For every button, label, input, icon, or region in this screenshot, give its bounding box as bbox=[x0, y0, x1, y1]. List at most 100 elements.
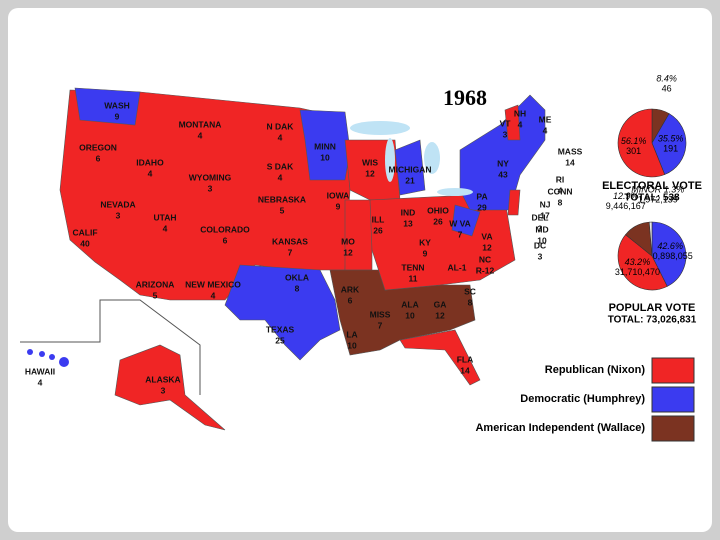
state-name: DC bbox=[534, 240, 546, 250]
state-name: MICHIGAN bbox=[389, 164, 432, 174]
state-name: PA bbox=[476, 191, 487, 201]
region bbox=[451, 204, 481, 237]
state-votes: 8 bbox=[468, 297, 473, 307]
state-votes: 17 bbox=[540, 210, 550, 220]
region bbox=[394, 139, 426, 196]
state-votes: R-12 bbox=[476, 265, 495, 275]
state-votes: 10 bbox=[537, 235, 547, 245]
pie-slice bbox=[617, 108, 666, 178]
state-name: HAWAII bbox=[25, 366, 55, 376]
state-votes: 7 bbox=[458, 229, 463, 239]
state-votes: 12 bbox=[365, 168, 375, 178]
state-name: NY bbox=[497, 158, 509, 168]
pie-slice bbox=[651, 113, 687, 175]
pie-total: TOTAL: 538 bbox=[624, 193, 680, 204]
state-name: AL-1 bbox=[448, 262, 467, 272]
state-votes: 29 bbox=[477, 202, 487, 212]
state-votes: 4 bbox=[518, 119, 523, 129]
region bbox=[504, 104, 521, 141]
state-name: ARK bbox=[341, 284, 360, 294]
lake bbox=[437, 188, 473, 196]
state-name: ALASKA bbox=[145, 374, 180, 384]
pie-slice bbox=[651, 221, 687, 287]
lake bbox=[385, 138, 395, 182]
pie-title: ELECTORAL VOTE bbox=[602, 180, 702, 192]
slice-votes: 191 bbox=[663, 144, 678, 154]
state-votes: 9 bbox=[115, 111, 120, 121]
state-name: NH bbox=[514, 108, 526, 118]
state-name: WASH bbox=[104, 100, 130, 110]
state-name: NJ bbox=[540, 199, 551, 209]
state-name: ILL bbox=[372, 214, 385, 224]
slice-votes: 9,446,167 bbox=[606, 201, 646, 211]
state-name: KANSAS bbox=[272, 236, 308, 246]
state-votes: 12 bbox=[482, 242, 492, 252]
state-votes: 3 bbox=[538, 223, 543, 233]
state-votes: 4 bbox=[543, 125, 548, 135]
slice-votes: 30,898,055 bbox=[648, 251, 693, 261]
state-votes: 7 bbox=[378, 320, 383, 330]
state-votes: 43 bbox=[498, 169, 508, 179]
state-name: UTAH bbox=[154, 212, 177, 222]
legend-label: Democratic (Humphrey) bbox=[520, 393, 645, 405]
state-votes: 3 bbox=[208, 183, 213, 193]
state-votes: 10 bbox=[405, 310, 415, 320]
state-votes: 26 bbox=[433, 216, 443, 226]
state-votes: 5 bbox=[153, 290, 158, 300]
state-votes: 13 bbox=[403, 218, 413, 228]
state-name: VT bbox=[500, 118, 512, 128]
pie-total: TOTAL: 73,026,831 bbox=[608, 315, 697, 326]
state-votes: 8 bbox=[558, 197, 563, 207]
pie-slice bbox=[617, 234, 668, 291]
slice-percent: 42.6% bbox=[657, 241, 683, 251]
state-name: TENN bbox=[401, 262, 424, 272]
state-name: MD bbox=[535, 224, 548, 234]
state-name: ARIZONA bbox=[136, 279, 175, 289]
region bbox=[299, 109, 351, 181]
state-votes: 5 bbox=[280, 205, 285, 215]
state-votes: 6 bbox=[348, 295, 353, 305]
state-votes: 9 bbox=[336, 201, 341, 211]
state-name: FLA bbox=[457, 354, 474, 364]
state-name: SC bbox=[464, 286, 476, 296]
region bbox=[399, 329, 481, 386]
state-votes: 14 bbox=[460, 365, 470, 375]
slice-votes: 31,710,470 bbox=[615, 267, 660, 277]
slice-percent: 12.9% bbox=[613, 191, 639, 201]
state-name: N DAK bbox=[267, 121, 295, 131]
state-name: KY bbox=[419, 237, 431, 247]
state-votes: 26 bbox=[373, 225, 383, 235]
state-votes: 3 bbox=[116, 210, 121, 220]
state-name: LA bbox=[346, 329, 357, 339]
slice-votes: 46 bbox=[662, 83, 672, 93]
slice-percent: MINOR 1.3% bbox=[631, 184, 684, 194]
state-votes: 6 bbox=[223, 235, 228, 245]
state-votes: 4 bbox=[278, 132, 283, 142]
state-votes: 12 bbox=[343, 247, 353, 257]
region bbox=[344, 199, 373, 271]
state-name: NEVADA bbox=[100, 199, 135, 209]
state-name: MONTANA bbox=[179, 119, 222, 129]
state-votes: 4 bbox=[198, 130, 203, 140]
hawaii bbox=[27, 349, 69, 367]
slice-percent: 8.4% bbox=[656, 73, 677, 83]
state-name: OKLA bbox=[285, 272, 309, 282]
state-name: TEXAS bbox=[266, 324, 295, 334]
state-name: MINN bbox=[314, 141, 336, 151]
slice-votes: 1,972,139 bbox=[638, 194, 678, 204]
state-votes: 8 bbox=[295, 283, 300, 293]
pie-slice bbox=[648, 221, 653, 257]
state-name: S DAK bbox=[267, 161, 294, 171]
state-name: VA bbox=[481, 231, 492, 241]
state-votes: 11 bbox=[409, 273, 418, 283]
state-name: IOWA bbox=[327, 190, 350, 200]
state-votes: 10 bbox=[347, 340, 357, 350]
state-name: NC bbox=[479, 254, 491, 264]
legend-swatch bbox=[651, 415, 695, 442]
state-name: IDAHO bbox=[136, 157, 164, 167]
state-name: DEL bbox=[532, 212, 549, 222]
slice-votes: 301 bbox=[626, 146, 641, 156]
region bbox=[224, 264, 341, 361]
state-name: W VA bbox=[449, 218, 471, 228]
